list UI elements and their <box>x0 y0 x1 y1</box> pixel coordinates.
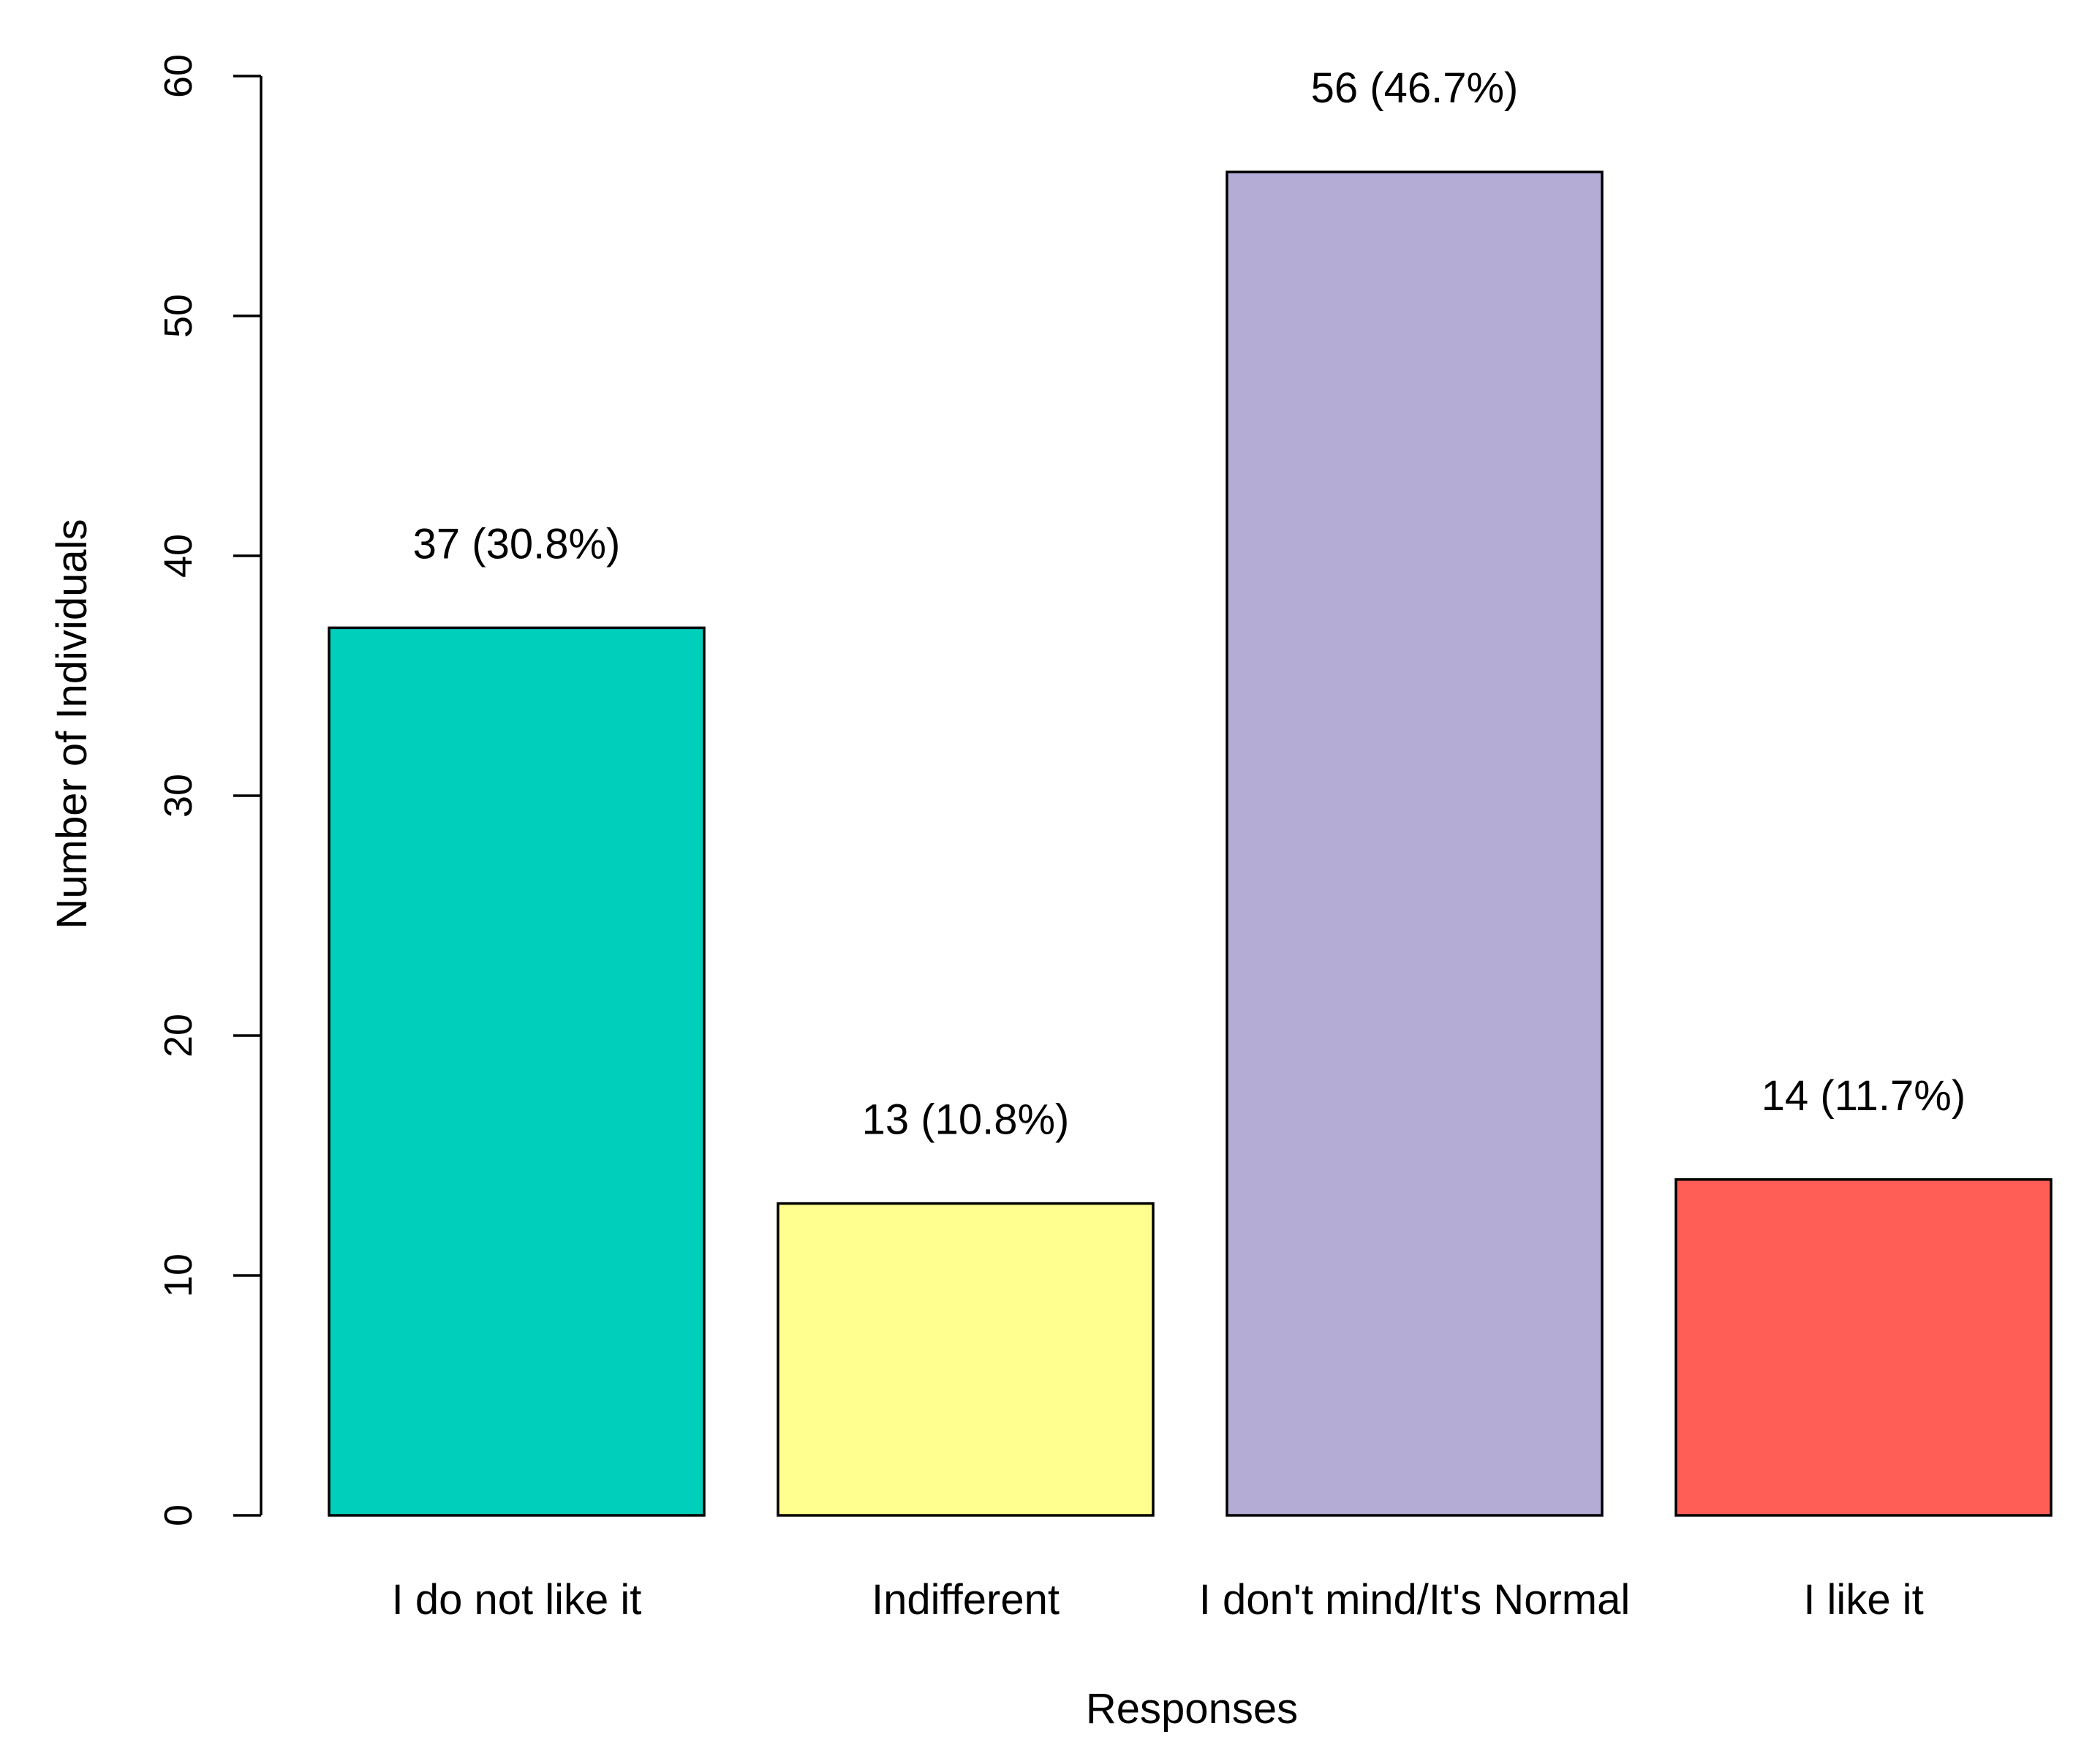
x-category-label: Indifferent <box>872 1576 1060 1624</box>
bar <box>1226 170 1604 1517</box>
y-tick-label: 40 <box>156 534 200 578</box>
y-tick-label: 0 <box>156 1504 200 1526</box>
y-axis: 0 10 20 30 40 50 60 <box>156 54 263 1526</box>
bar-value-label: 56 (46.7%) <box>1311 64 1519 112</box>
bar-value-label: 37 (30.8%) <box>413 520 621 568</box>
y-tick-label: 60 <box>156 54 200 98</box>
x-category-label: I don't mind/It's Normal <box>1199 1576 1630 1624</box>
x-axis-title: Responses <box>1086 1685 1298 1733</box>
bar-value-label: 13 (10.8%) <box>862 1096 1070 1144</box>
category-labels-group: I do not like it Indifferent I don't mind/… <box>392 1576 1924 1624</box>
y-tick-label: 50 <box>156 294 200 338</box>
y-tick-label: 10 <box>156 1254 200 1297</box>
bar-value-label: 14 (11.7%) <box>1761 1072 1966 1120</box>
bar <box>328 626 706 1517</box>
y-tick-label: 20 <box>156 1014 200 1058</box>
bar <box>1674 1178 2053 1517</box>
bar <box>777 1202 1155 1517</box>
x-category-label: I like it <box>1803 1576 1923 1624</box>
x-category-label: I do not like it <box>392 1576 642 1624</box>
y-axis-title: Number of Individuals <box>48 519 96 930</box>
data-labels-group: 37 (30.8%) 13 (10.8%) 56 (46.7%) 14 (11.7%) <box>413 64 1966 1143</box>
y-tick-label: 30 <box>156 774 200 818</box>
bars-group <box>328 170 2053 1517</box>
